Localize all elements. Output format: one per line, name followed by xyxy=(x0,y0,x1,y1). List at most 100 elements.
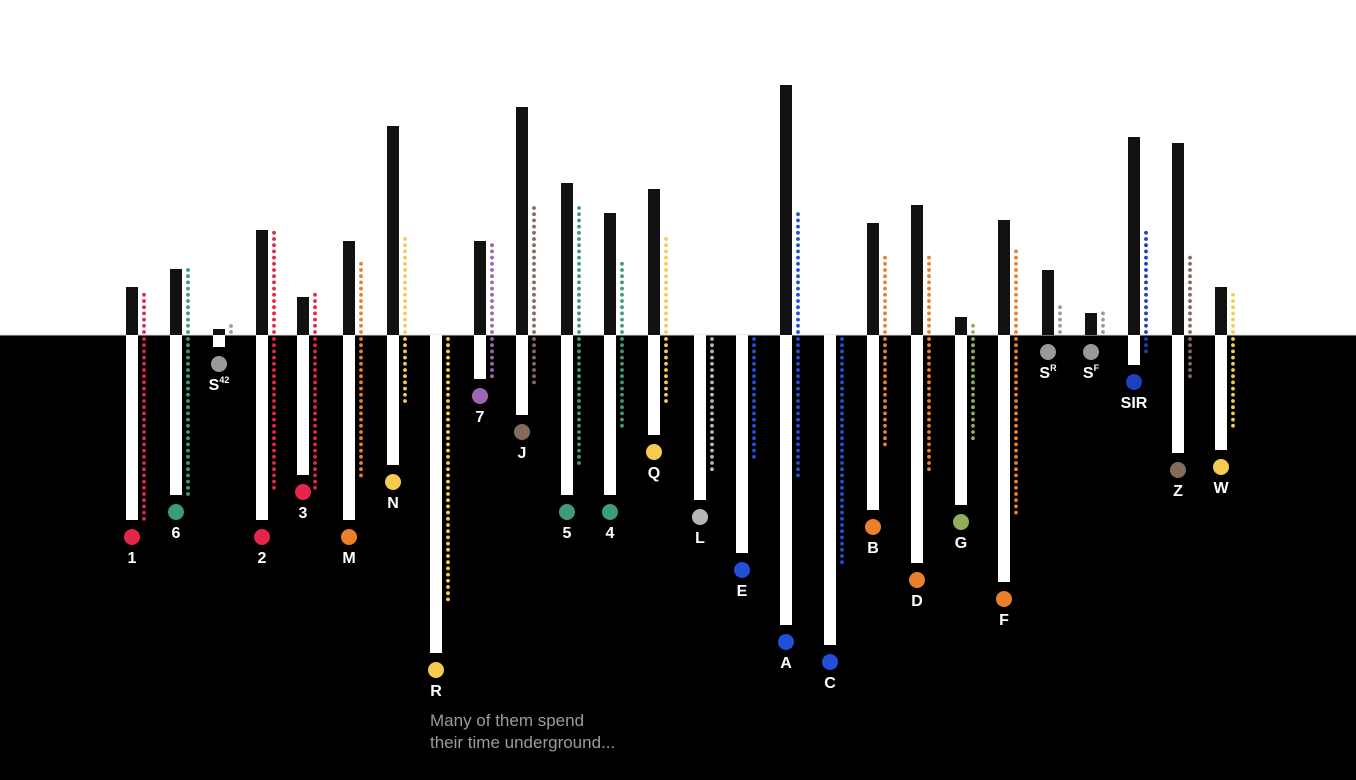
label-j: J xyxy=(518,445,527,462)
dot-below-4 xyxy=(620,411,624,416)
dot-below-5 xyxy=(577,399,581,403)
dot-above-a xyxy=(796,311,800,316)
dot-below-2 xyxy=(272,454,276,459)
dot-above-n xyxy=(403,274,407,279)
dot-above-a xyxy=(796,317,800,322)
dot-below-1 xyxy=(142,504,146,509)
dot-above-j xyxy=(532,299,536,303)
dot-below-r xyxy=(446,448,450,453)
dot-below-r xyxy=(446,436,450,441)
dot-above-3 xyxy=(313,323,317,328)
dot-below-4 xyxy=(620,423,624,428)
dot-above-2 xyxy=(272,311,276,316)
dot-above-sr xyxy=(1058,311,1062,316)
dot-below-4 xyxy=(620,392,624,397)
dot-above-a xyxy=(796,212,800,217)
dot-below-2 xyxy=(272,423,276,428)
dot-below-a xyxy=(796,392,800,397)
dot-below-l xyxy=(710,349,714,354)
line-d: D xyxy=(909,205,931,610)
dot-below-6 xyxy=(186,473,190,478)
bar-below-5 xyxy=(561,335,573,495)
label-s42: S42 xyxy=(209,375,230,394)
dot-above-sf xyxy=(1101,330,1105,334)
dot-above-5 xyxy=(577,274,581,279)
dot-above-b xyxy=(883,255,887,260)
dot-below-r xyxy=(446,535,450,540)
dot-below-e xyxy=(752,430,756,434)
dot-below-d xyxy=(927,467,931,472)
dot-below-w xyxy=(1231,337,1235,341)
dot-above-b xyxy=(883,268,887,272)
dot-below-w xyxy=(1231,399,1235,403)
dot-below-d xyxy=(927,399,931,403)
lines-layer: 1 6 S42 2 3 M N R 7 J 5 4 Q L E A C B D G F SR SF SIR Z W xyxy=(124,85,1235,700)
dot-above-j xyxy=(532,249,536,254)
line-2: 2 xyxy=(254,230,276,567)
dot-above-f xyxy=(1014,274,1018,279)
dot-below-e xyxy=(752,386,756,391)
dot-below-r xyxy=(446,405,450,410)
dot-below-r xyxy=(446,423,450,428)
dot-above-6 xyxy=(186,286,190,291)
dot-above-4 xyxy=(620,323,624,328)
dot-below-c xyxy=(840,417,844,422)
dot-above-n xyxy=(403,280,407,285)
dot-below-g xyxy=(971,337,975,341)
dot-below-f xyxy=(1014,448,1018,453)
dot-above-4 xyxy=(620,317,624,322)
marker-1 xyxy=(124,529,140,545)
dot-above-2 xyxy=(272,323,276,328)
dot-below-1 xyxy=(142,380,146,385)
dot-above-d xyxy=(927,330,931,334)
dot-above-7 xyxy=(490,274,494,279)
bar-below-b xyxy=(867,335,879,510)
dot-below-q xyxy=(664,380,668,385)
dot-below-m xyxy=(359,380,363,385)
dot-above-q xyxy=(664,299,668,303)
dot-below-5 xyxy=(577,343,581,348)
dot-below-3 xyxy=(313,405,317,410)
dot-below-m xyxy=(359,392,363,397)
dot-below-b xyxy=(883,392,887,397)
dot-below-1 xyxy=(142,361,146,366)
dot-below-6 xyxy=(186,436,190,441)
dot-below-l xyxy=(710,423,714,428)
dot-below-r xyxy=(446,442,450,447)
dot-below-a xyxy=(796,374,800,379)
dot-below-1 xyxy=(142,355,146,360)
dot-below-1 xyxy=(142,516,146,521)
dot-below-3 xyxy=(313,417,317,422)
dot-below-e xyxy=(752,337,756,341)
dot-above-7 xyxy=(490,249,494,254)
marker-2 xyxy=(254,529,270,545)
dot-above-n xyxy=(403,292,407,297)
dot-below-2 xyxy=(272,386,276,391)
dot-below-z xyxy=(1188,374,1192,379)
dot-below-z xyxy=(1188,337,1192,341)
dot-below-e xyxy=(752,405,756,410)
dot-above-q xyxy=(664,292,668,297)
dot-below-m xyxy=(359,442,363,447)
dot-above-2 xyxy=(272,249,276,254)
dot-below-2 xyxy=(272,392,276,397)
dot-below-c xyxy=(840,392,844,397)
dot-above-d xyxy=(927,305,931,310)
dot-below-r xyxy=(446,430,450,434)
dot-above-5 xyxy=(577,224,581,229)
dot-below-1 xyxy=(142,510,146,515)
dot-above-n xyxy=(403,305,407,310)
dot-below-l xyxy=(710,399,714,403)
dot-below-1 xyxy=(142,405,146,410)
dot-below-6 xyxy=(186,423,190,428)
dot-above-5 xyxy=(577,261,581,266)
dot-above-n xyxy=(403,330,407,334)
dot-below-6 xyxy=(186,417,190,422)
dot-below-n xyxy=(403,349,407,354)
dot-below-b xyxy=(883,380,887,385)
dot-below-2 xyxy=(272,485,276,490)
dot-above-w xyxy=(1231,311,1235,316)
dot-below-5 xyxy=(577,386,581,391)
dot-above-7 xyxy=(490,286,494,291)
dot-below-3 xyxy=(313,349,317,354)
